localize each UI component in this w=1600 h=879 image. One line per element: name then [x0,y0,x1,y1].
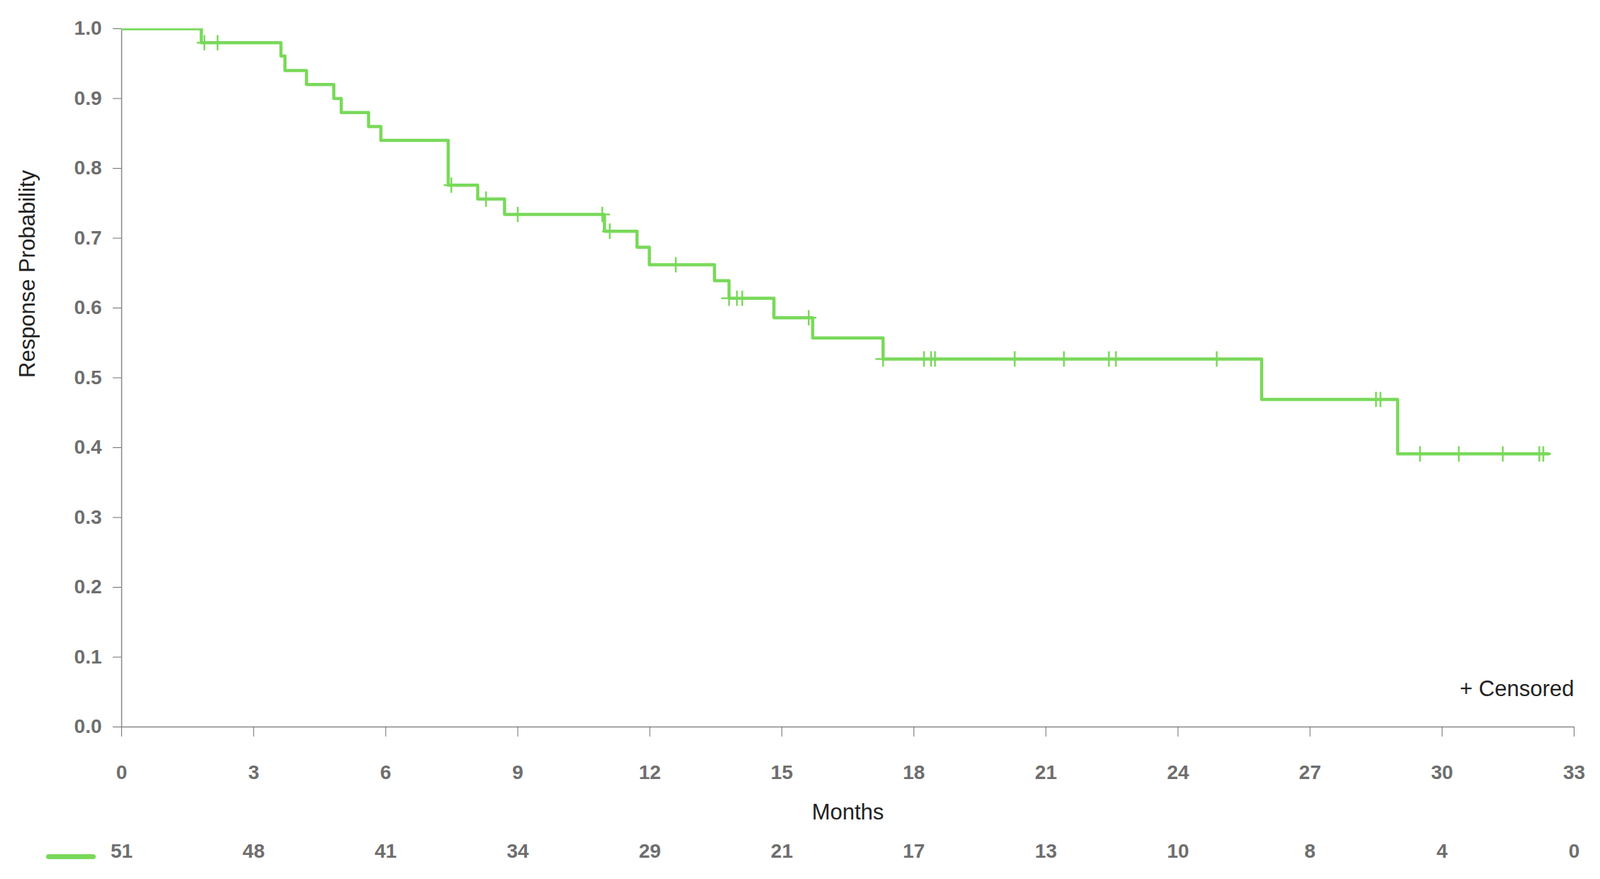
svg-text:41: 41 [374,840,397,863]
svg-text:3: 3 [248,761,260,784]
svg-text:0.9: 0.9 [74,87,103,110]
svg-text:33: 33 [1563,761,1586,784]
svg-text:10: 10 [1166,840,1189,863]
svg-text:Response Probability: Response Probability [14,170,40,379]
svg-text:18: 18 [902,761,925,784]
svg-text:4: 4 [1436,840,1449,863]
svg-text:0: 0 [116,761,128,784]
svg-text:Months: Months [812,800,885,825]
svg-text:29: 29 [639,840,661,863]
svg-text:15: 15 [770,761,793,784]
svg-text:21: 21 [1034,761,1057,784]
svg-text:30: 30 [1431,761,1454,784]
svg-text:13: 13 [1034,840,1057,863]
svg-text:0.7: 0.7 [74,226,103,249]
svg-text:0: 0 [1568,840,1581,863]
svg-text:+ Censored: + Censored [1459,676,1574,702]
svg-text:0.8: 0.8 [74,156,103,179]
svg-text:1.0: 1.0 [74,17,103,40]
svg-text:51: 51 [110,840,133,863]
svg-text:34: 34 [506,840,530,863]
svg-text:21: 21 [770,840,793,863]
svg-text:0.3: 0.3 [74,506,103,529]
svg-text:0.5: 0.5 [74,366,103,389]
svg-text:0.1: 0.1 [74,646,103,669]
svg-text:0.0: 0.0 [74,715,103,738]
svg-text:48: 48 [242,840,265,863]
svg-text:17: 17 [902,840,925,863]
svg-text:27: 27 [1299,761,1322,784]
svg-text:24: 24 [1166,761,1190,784]
svg-text:12: 12 [639,761,661,784]
svg-text:0.6: 0.6 [74,296,103,319]
svg-text:0.2: 0.2 [74,575,103,598]
svg-text:9: 9 [512,761,524,784]
svg-text:0.4: 0.4 [74,436,103,459]
svg-text:6: 6 [380,761,392,784]
svg-text:8: 8 [1304,840,1316,863]
